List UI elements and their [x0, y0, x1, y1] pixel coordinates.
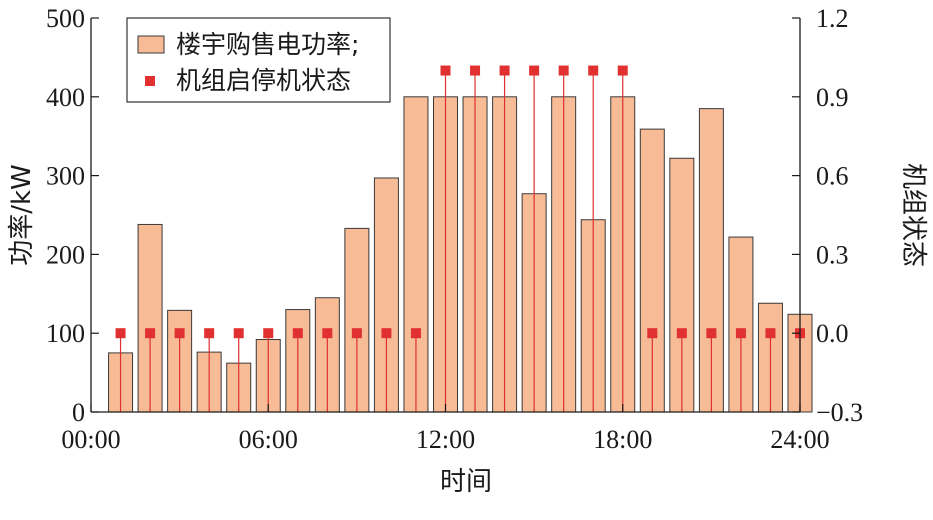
legend-swatch-stem	[145, 76, 155, 86]
y2-tick-label: 0.0	[816, 319, 849, 348]
y-tick-label: 500	[46, 4, 85, 33]
x-tick-label: 18:00	[593, 425, 652, 454]
y2-tick-label: −0.3	[816, 398, 863, 427]
stem-marker	[647, 328, 658, 339]
stem-marker	[145, 328, 156, 339]
stem-marker	[263, 328, 274, 339]
stem-marker	[440, 65, 451, 76]
stem-marker	[558, 65, 569, 76]
legend-label-stem: 机组启停机状态	[176, 66, 351, 95]
x-tick-label: 12:00	[416, 425, 475, 454]
stem-marker	[292, 328, 303, 339]
y2-tick-label: 0.6	[816, 162, 849, 191]
stem-marker	[410, 328, 421, 339]
stem-marker	[115, 328, 126, 339]
y2-tick-label: 0.9	[816, 83, 849, 112]
legend-label-bar: 楼宇购售电功率;	[176, 30, 359, 59]
stem-marker	[617, 65, 628, 76]
stem-marker	[529, 65, 540, 76]
y-tick-label: 0	[72, 398, 85, 427]
legend-box	[126, 17, 391, 103]
x-axis-title: 时间	[440, 467, 492, 497]
stem-marker	[470, 65, 481, 76]
stem-marker	[351, 328, 362, 339]
y2-axis-title: 机组状态	[898, 163, 928, 267]
legend: 楼宇购售电功率; 机组启停机状态	[126, 17, 391, 103]
axes-layer	[90, 17, 801, 413]
x-tick-label: 06:00	[239, 425, 298, 454]
stem-marker	[233, 328, 244, 339]
y-tick-label: 400	[46, 83, 85, 112]
x-tick-label: 24:00	[770, 425, 829, 454]
stem-marker	[706, 328, 717, 339]
y-tick-label: 300	[46, 162, 85, 191]
stem-marker	[174, 328, 185, 339]
stems-layer	[115, 65, 805, 412]
legend-swatch-bar	[137, 35, 165, 54]
stem-marker	[204, 328, 215, 339]
stem-marker	[676, 328, 687, 339]
stem-marker	[588, 65, 599, 76]
y2-tick-label: 1.2	[816, 4, 849, 33]
bars-layer	[108, 96, 813, 413]
stem-marker	[381, 328, 392, 339]
x-tick-label: 00:00	[61, 425, 120, 454]
stem-marker	[499, 65, 510, 76]
y-tick-label: 100	[46, 319, 85, 348]
stem-marker	[735, 328, 746, 339]
stem-marker	[765, 328, 776, 339]
y-tick-label: 200	[46, 240, 85, 269]
y2-tick-label: 0.3	[816, 240, 849, 269]
stem-marker	[322, 328, 333, 339]
y-axis-title: 功率/kW	[7, 164, 37, 266]
tick-labels-layer: 0 100 200 300 400 500 −0.3 0.0 0.3 0.6 0.9 1.2 00:00…	[46, 4, 863, 454]
